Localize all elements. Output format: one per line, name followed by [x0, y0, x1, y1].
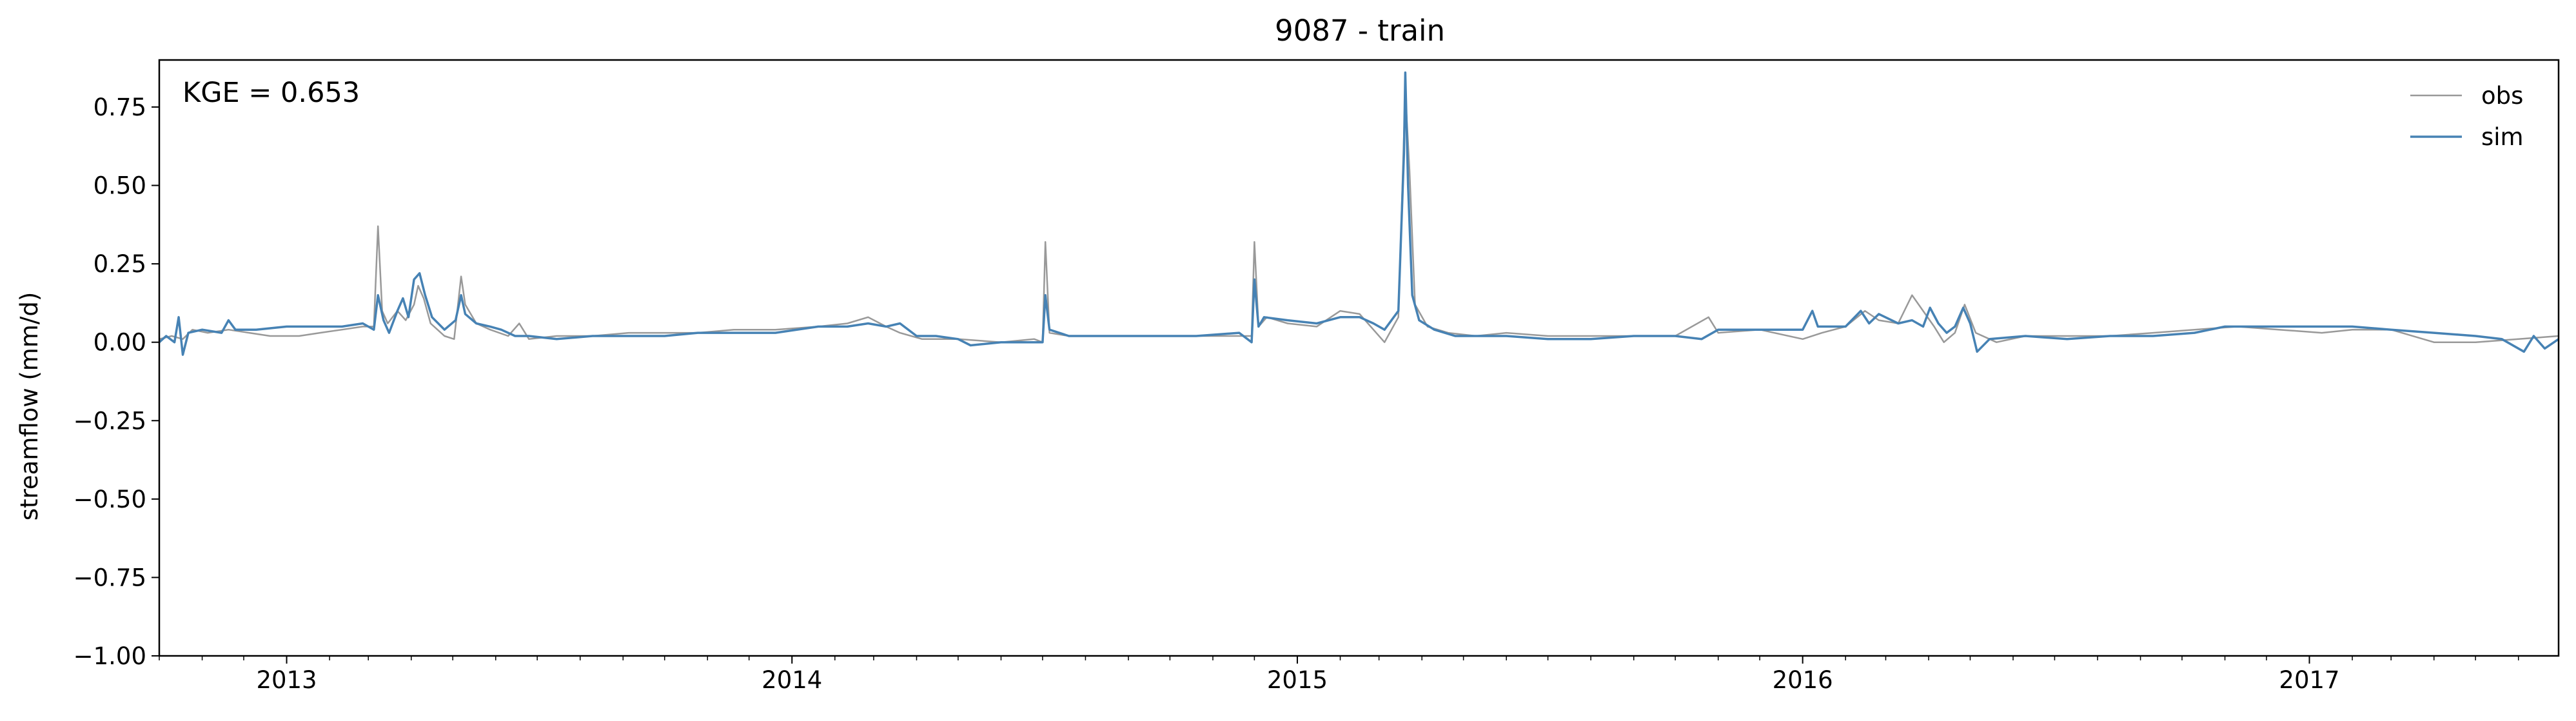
y-tick-label: −0.25 [74, 407, 146, 435]
plot-frame [158, 59, 2560, 657]
y-axis-label: streamflow (mm/d) [15, 292, 43, 521]
series-obs-line [159, 90, 2559, 343]
x-tick-label: 2016 [1773, 666, 1833, 694]
x-tick-label: 2014 [762, 666, 822, 694]
x-tick-label: 2013 [256, 666, 317, 694]
legend: obs sim [2410, 82, 2524, 151]
chart-title: 9087 - train [1275, 14, 1445, 48]
y-tick-label: −1.00 [74, 642, 146, 670]
y-tick-label: −0.50 [74, 486, 146, 513]
y-tick-label: 0.50 [93, 172, 146, 200]
kge-annotation: KGE = 0.653 [182, 77, 360, 109]
series-layer [158, 71, 2559, 356]
y-tick-label: −0.75 [74, 564, 146, 591]
y-tick-label: 0.75 [93, 94, 146, 121]
y-tick-label: 0.00 [93, 329, 146, 357]
x-tick-label: 2015 [1267, 666, 1328, 694]
series-sim-line [158, 71, 2559, 356]
y-axis-ticks: −1.00 −0.75 −0.50 −0.25 0.00 0.25 0.50 0.75 [74, 94, 159, 670]
legend-label-obs: obs [2481, 82, 2523, 110]
x-axis-ticks: 2013 2014 2015 2016 2017 [159, 656, 2519, 694]
y-tick-label: 0.25 [93, 250, 146, 278]
x-tick-label: 2017 [2279, 666, 2339, 694]
plot-area: −1.00 −0.75 −0.50 −0.25 0.00 0.25 0.50 0.75 201… [74, 59, 2560, 694]
legend-label-sim: sim [2481, 123, 2524, 151]
